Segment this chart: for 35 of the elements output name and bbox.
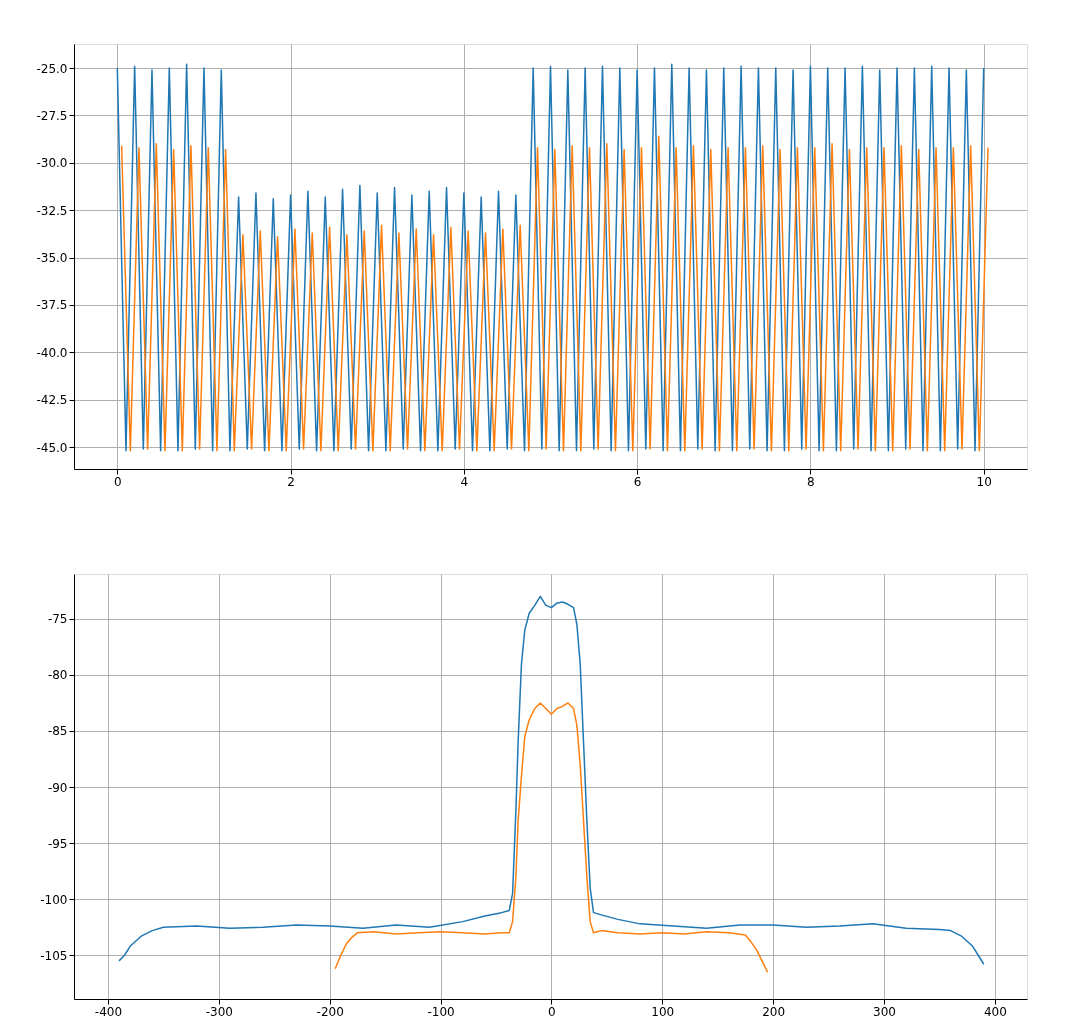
y-tick-label: -25.0 [36,61,68,76]
x-tick-label: -300 [205,1004,233,1019]
y-tick-label: -105 [40,948,68,963]
y-tick-label: -95 [47,836,68,851]
line-series [116,63,985,452]
line-series [118,595,985,965]
y-tick-label: -35.0 [36,251,68,266]
y-tick-label: -90 [47,780,68,795]
y-tick-label: -80 [47,668,68,683]
x-tick-label: 200 [762,1004,786,1019]
x-tick-label: 0 [114,474,122,489]
x-tick-label: 0 [548,1004,556,1019]
x-tick-label: 10 [976,474,992,489]
line-series [120,135,989,452]
y-tick-label: -75 [47,612,68,627]
x-tick-label: 8 [807,474,815,489]
y-tick-label: -42.5 [36,393,68,408]
x-tick-label: 400 [983,1004,1007,1019]
x-tick-label: 300 [873,1004,896,1019]
y-tick-label: -37.5 [36,298,68,313]
y-tick-label: -30.0 [36,156,68,171]
line-series [334,702,769,973]
x-tick-label: -400 [94,1004,123,1019]
y-tick-label: -100 [40,892,68,907]
x-tick-label: 4 [460,474,469,489]
x-tick-label: -200 [316,1004,344,1019]
y-tick-label: -40.0 [36,345,68,360]
x-tick-label: 2 [287,474,295,489]
x-tick-label: 6 [633,474,642,489]
x-tick-label: 100 [651,1004,675,1019]
y-tick-label: -27.5 [36,108,68,123]
y-tick-label: -32.5 [36,203,68,218]
y-tick-label: -45.0 [36,440,68,455]
y-tick-label: -85 [47,724,68,739]
x-tick-label: -100 [427,1004,455,1019]
